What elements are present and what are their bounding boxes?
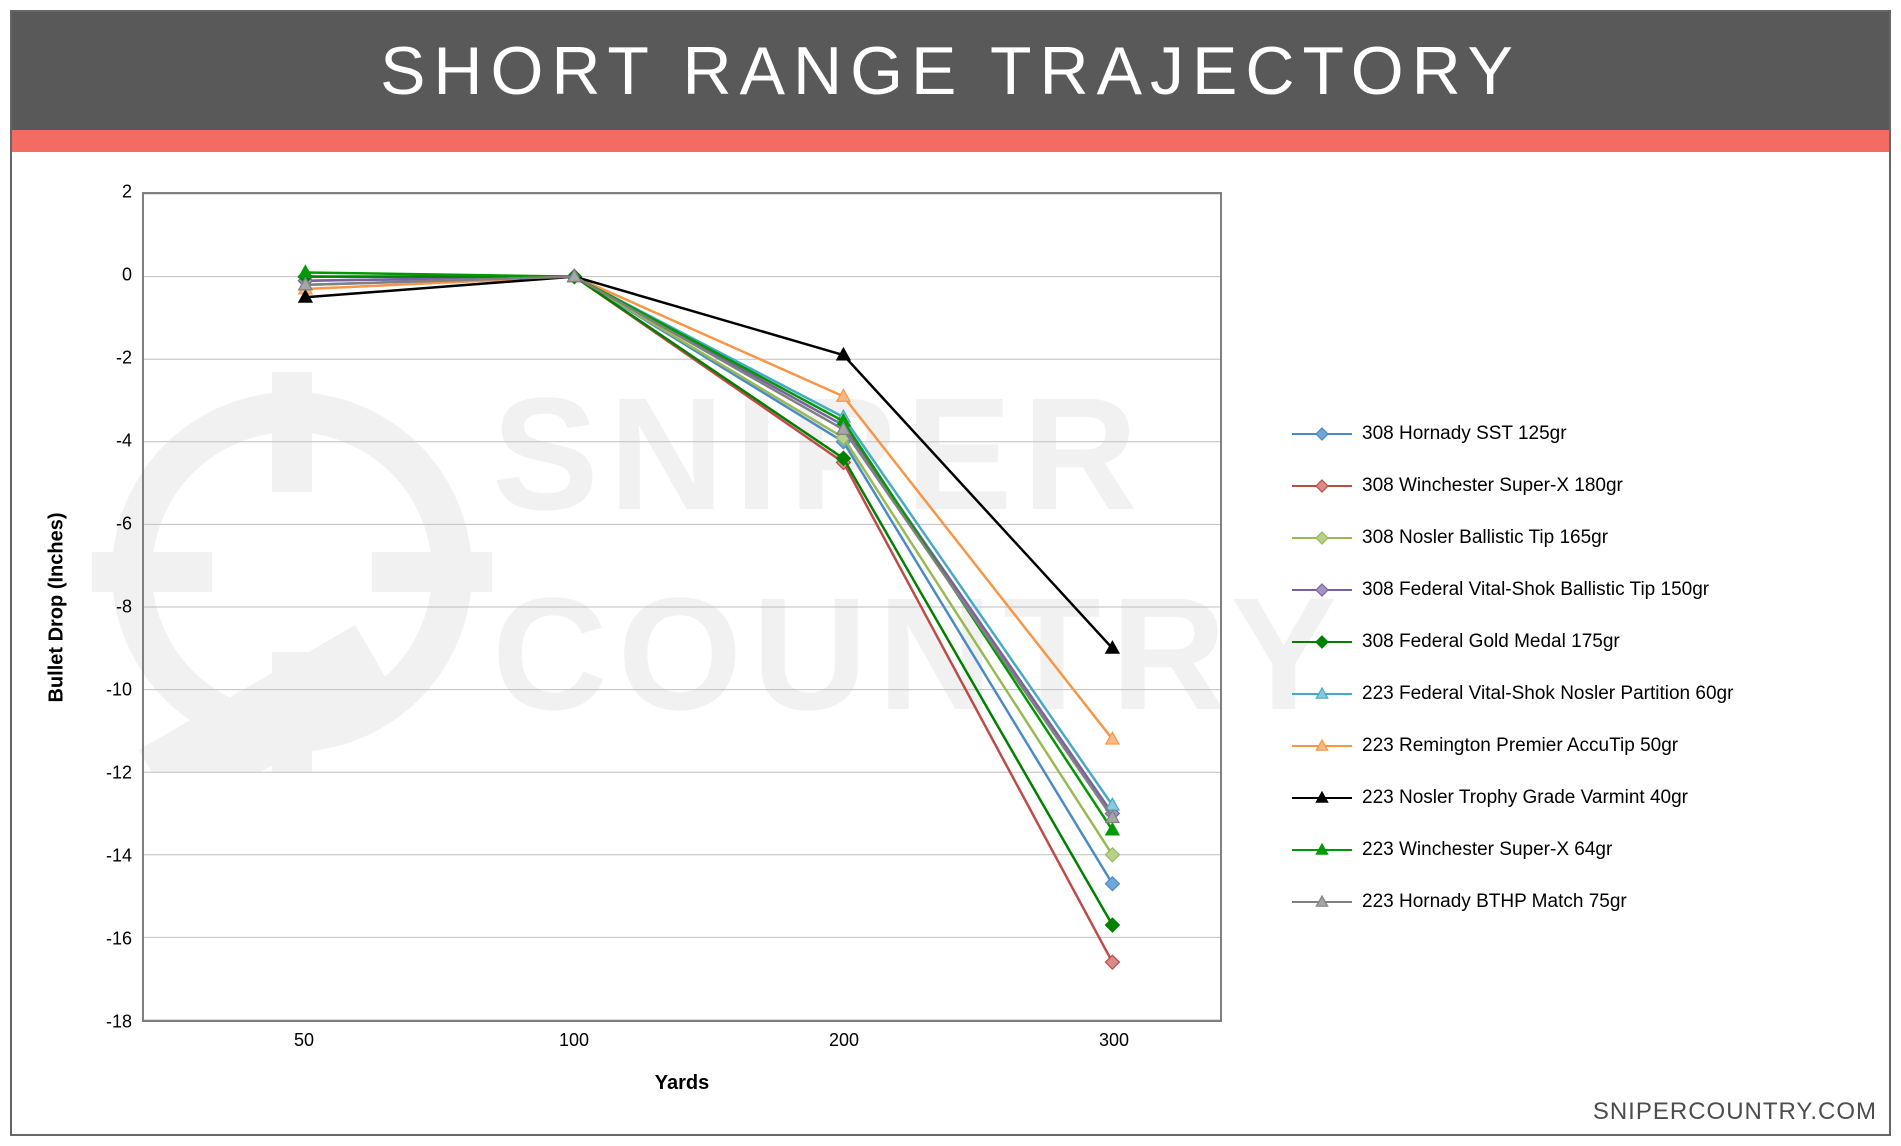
y-tick-label: -16 <box>82 929 132 950</box>
legend-item: 223 Hornady BTHP Match 75gr <box>1292 890 1852 914</box>
legend-item: 223 Federal Vital-Shok Nosler Partition … <box>1292 682 1852 706</box>
figure-container: SHORT RANGE TRAJECTORY SNIPER COUNTRY Bu… <box>10 10 1891 1136</box>
x-tick-label: 100 <box>544 1030 604 1051</box>
legend-swatch <box>1292 684 1352 704</box>
y-tick-label: -6 <box>82 514 132 535</box>
legend-label: 308 Hornady SST 125gr <box>1362 423 1567 445</box>
legend-swatch <box>1292 788 1352 808</box>
legend: 308 Hornady SST 125gr 308 Winchester Supe… <box>1292 422 1852 942</box>
legend-item: 223 Winchester Super-X 64gr <box>1292 838 1852 862</box>
plot-area <box>142 192 1222 1022</box>
series-line <box>305 277 1112 649</box>
legend-item: 308 Nosler Ballistic Tip 165gr <box>1292 526 1852 550</box>
legend-label: 308 Winchester Super-X 180gr <box>1362 475 1623 497</box>
y-tick-label: -14 <box>82 846 132 867</box>
y-tick-label: -12 <box>82 763 132 784</box>
legend-label: 223 Nosler Trophy Grade Varmint 40gr <box>1362 787 1688 809</box>
y-tick-label: -4 <box>82 431 132 452</box>
plot-svg <box>144 194 1220 1020</box>
legend-item: 308 Federal Gold Medal 175gr <box>1292 630 1852 654</box>
y-tick-label: -2 <box>82 348 132 369</box>
legend-swatch <box>1292 736 1352 756</box>
series-line <box>305 277 1112 855</box>
x-tick-label: 50 <box>274 1030 334 1051</box>
legend-swatch <box>1292 580 1352 600</box>
series-marker <box>1105 877 1119 891</box>
legend-swatch <box>1292 632 1352 652</box>
accent-bar <box>12 130 1889 152</box>
legend-swatch <box>1292 424 1352 444</box>
legend-label: 308 Federal Gold Medal 175gr <box>1362 631 1620 653</box>
legend-swatch <box>1292 476 1352 496</box>
y-tick-label: -8 <box>82 597 132 618</box>
series-line <box>305 277 1112 963</box>
chart-area: SNIPER COUNTRY Bullet Drop (Inches) Yard… <box>12 152 1889 1134</box>
legend-swatch <box>1292 892 1352 912</box>
y-axis-title-container: Bullet Drop (Inches) <box>42 192 72 1022</box>
legend-item: 223 Remington Premier AccuTip 50gr <box>1292 734 1852 758</box>
legend-label: 308 Federal Vital-Shok Ballistic Tip 150… <box>1362 579 1709 601</box>
y-tick-label: -18 <box>82 1012 132 1033</box>
legend-item: 223 Nosler Trophy Grade Varmint 40gr <box>1292 786 1852 810</box>
y-tick-label: 0 <box>82 265 132 286</box>
legend-item: 308 Federal Vital-Shok Ballistic Tip 150… <box>1292 578 1852 602</box>
title-bar: SHORT RANGE TRAJECTORY <box>12 12 1889 130</box>
y-tick-label: 2 <box>82 182 132 203</box>
legend-swatch <box>1292 528 1352 548</box>
legend-label: 223 Remington Premier AccuTip 50gr <box>1362 735 1678 757</box>
x-tick-label: 300 <box>1084 1030 1144 1051</box>
legend-label: 223 Federal Vital-Shok Nosler Partition … <box>1362 683 1733 705</box>
legend-label: 223 Winchester Super-X 64gr <box>1362 839 1612 861</box>
chart-title: SHORT RANGE TRAJECTORY <box>380 32 1521 110</box>
y-tick-label: -10 <box>82 680 132 701</box>
legend-swatch <box>1292 840 1352 860</box>
series-marker <box>1105 918 1119 932</box>
series-marker <box>1105 955 1119 969</box>
x-tick-label: 200 <box>814 1030 874 1051</box>
legend-item: 308 Winchester Super-X 180gr <box>1292 474 1852 498</box>
x-axis-title: Yards <box>142 1072 1222 1095</box>
y-axis-title: Bullet Drop (Inches) <box>46 512 69 702</box>
legend-item: 308 Hornady SST 125gr <box>1292 422 1852 446</box>
legend-label: 223 Hornady BTHP Match 75gr <box>1362 891 1627 913</box>
legend-label: 308 Nosler Ballistic Tip 165gr <box>1362 527 1608 549</box>
series-marker <box>1105 848 1119 862</box>
series-line <box>305 277 1112 925</box>
attribution-text: SNIPERCOUNTRY.COM <box>1593 1098 1877 1126</box>
